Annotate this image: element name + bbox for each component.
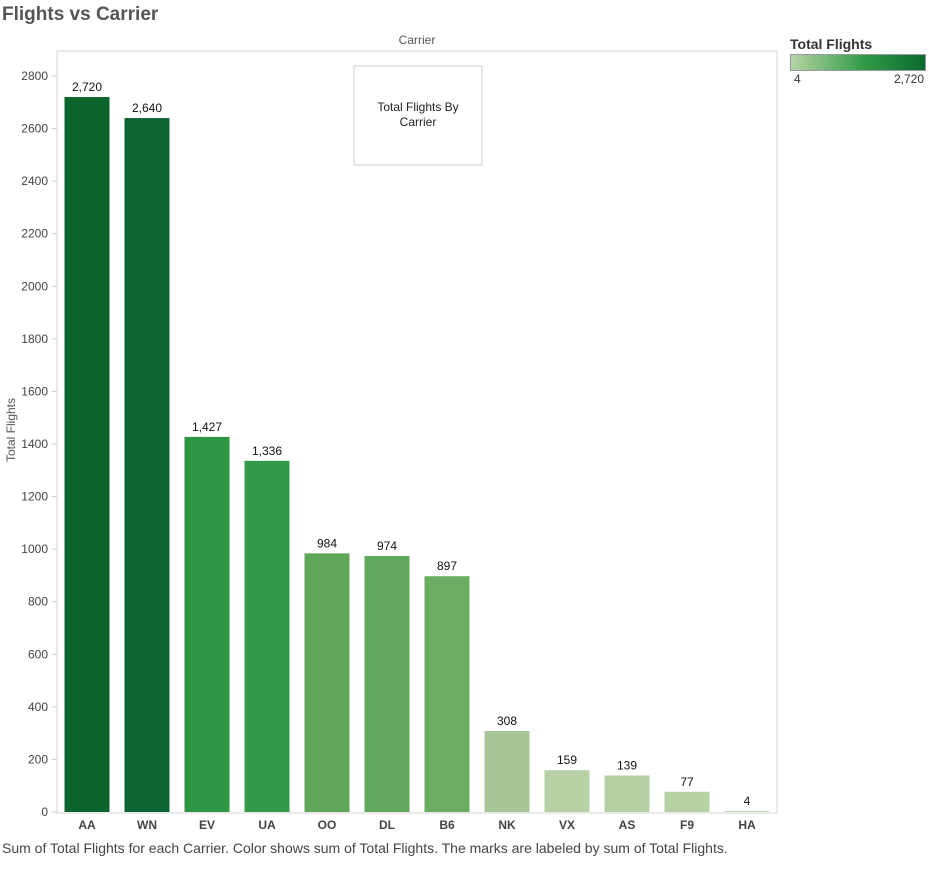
bar-ha[interactable]	[724, 810, 770, 812]
data-label-as: 139	[617, 758, 637, 772]
bar-dl[interactable]	[364, 555, 410, 812]
x-tick-label: B6	[439, 818, 455, 832]
x-tick-label: HA	[738, 818, 756, 832]
bar-vx[interactable]	[544, 770, 590, 812]
legend-min-label: 4	[794, 72, 801, 86]
bar-b6[interactable]	[424, 576, 470, 812]
column-header: Carrier	[399, 33, 436, 47]
bar-f9[interactable]	[664, 791, 710, 812]
x-tick-label: UA	[258, 818, 276, 832]
y-tick-label: 1200	[21, 490, 48, 504]
x-tick-label: NK	[498, 818, 516, 832]
bars: 2,720 2,640 1,427 1,336 984 974 897 308 159 139 77…	[64, 80, 770, 813]
y-tick-label: 2800	[21, 69, 48, 83]
chart-title: Flights vs Carrier	[2, 4, 159, 25]
y-tick-label: 1400	[21, 437, 48, 451]
annotation-text-line-2: Carrier	[400, 115, 437, 129]
y-tick-label: 2400	[21, 174, 48, 188]
x-tick-label: AS	[619, 818, 636, 832]
data-label-ha: 4	[744, 794, 751, 808]
x-tick-label: EV	[199, 818, 215, 832]
y-tick-label: 2600	[21, 122, 48, 136]
x-tick-label: AA	[78, 818, 96, 832]
y-axis-label: Total Flights	[4, 398, 18, 462]
data-label-aa: 2,720	[72, 80, 102, 94]
data-label-vx: 159	[557, 753, 577, 767]
legend-max-label: 2,720	[893, 72, 924, 86]
y-tick-label: 1000	[21, 542, 48, 556]
data-label-dl: 974	[377, 539, 397, 553]
bar-wn[interactable]	[124, 118, 170, 813]
data-label-f9: 77	[680, 775, 694, 789]
y-tick-label: 2000	[21, 279, 48, 293]
x-tick-label: WN	[137, 818, 157, 832]
y-tick-label: 200	[28, 752, 48, 766]
data-label-ua: 1,336	[252, 444, 282, 458]
data-label-nk: 308	[497, 714, 517, 728]
data-label-ev: 1,427	[192, 420, 222, 434]
y-tick-label: 800	[28, 595, 48, 609]
bar-ua[interactable]	[244, 460, 290, 812]
x-tick-label: DL	[379, 818, 395, 832]
x-axis: AA WN EV UA OO DL B6 NK VX AS F9 HA	[78, 818, 756, 832]
plot-area-border	[56, 50, 778, 814]
y-tick-label: 600	[28, 647, 48, 661]
bar-as[interactable]	[604, 775, 650, 812]
data-label-b6: 897	[437, 559, 457, 573]
bar-ev[interactable]	[184, 436, 230, 812]
x-tick-label: F9	[680, 818, 694, 832]
y-tick-label: 2200	[21, 227, 48, 241]
y-tick-label: 400	[28, 700, 48, 714]
data-label-oo: 984	[317, 536, 337, 550]
bar-chart: Carrier Total Flights 0 200 400 600 800 1000 1…	[4, 33, 778, 832]
x-tick-label: VX	[559, 818, 575, 832]
bar-nk[interactable]	[484, 731, 530, 812]
legend-gradient	[790, 54, 926, 71]
bar-aa[interactable]	[64, 97, 110, 813]
y-tick-label: 0	[41, 805, 48, 819]
chart-caption: Sum of Total Flights for each Carrier. C…	[2, 840, 728, 856]
bar-oo[interactable]	[304, 553, 350, 812]
annotation-text-line-1: Total Flights By	[377, 100, 458, 114]
legend-title: Total Flights	[790, 36, 873, 52]
annotation-box: Total Flights By Carrier	[353, 65, 483, 166]
x-tick-label: OO	[318, 818, 337, 832]
color-legend: Total Flights 4 2,720	[790, 36, 926, 86]
y-tick-label: 1800	[21, 332, 48, 346]
data-label-wn: 2,640	[132, 101, 162, 115]
y-tick-label: 1600	[21, 384, 48, 398]
y-axis: 0 200 400 600 800 1000 1200 1400 1600 1800 2000 220…	[21, 69, 57, 819]
